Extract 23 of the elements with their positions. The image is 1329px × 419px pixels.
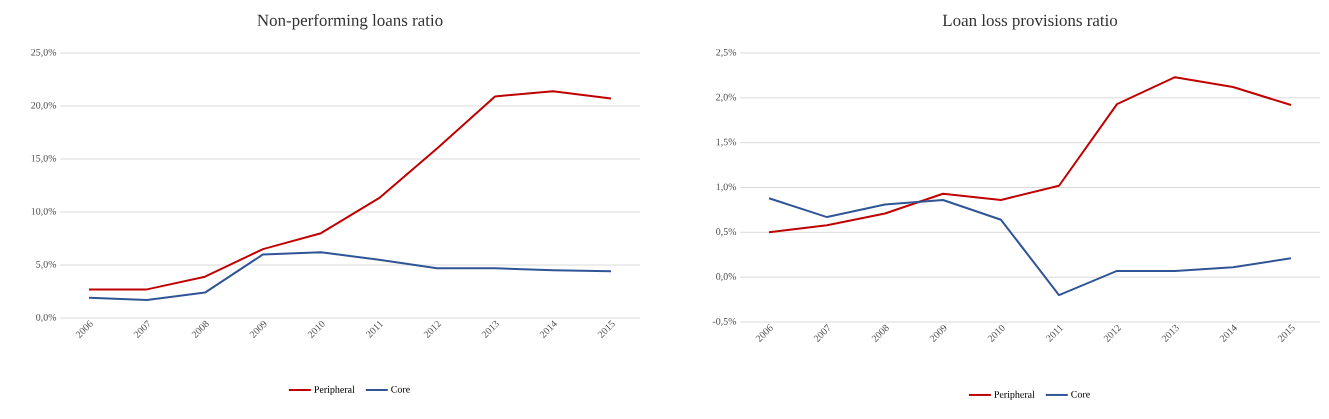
y-tick-label: 10,0% bbox=[31, 207, 57, 217]
line-series bbox=[88, 90, 612, 291]
legend-label: Peripheral bbox=[314, 385, 355, 395]
y-tick-label: 15,0% bbox=[31, 154, 57, 164]
chart-title: Loan loss provisions ratio bbox=[942, 14, 1118, 30]
legend-label: Peripheral bbox=[994, 390, 1035, 400]
line-series bbox=[88, 251, 612, 301]
y-tick-label: 1,0% bbox=[716, 183, 737, 192]
y-tick-label: 25,0% bbox=[31, 48, 57, 58]
y-tick-label: 1,5% bbox=[716, 138, 737, 147]
line-series bbox=[768, 76, 1293, 234]
legend-label: Core bbox=[1071, 390, 1090, 398]
chart-title: Non-performing loans ratio bbox=[257, 13, 443, 30]
legend-label: Core bbox=[391, 385, 410, 393]
y-tick-label: 0,0% bbox=[36, 313, 57, 323]
y-tick-label: 5,0% bbox=[36, 260, 57, 270]
y-tick-label: -0,5% bbox=[712, 317, 737, 327]
y-tick-label: 20,0% bbox=[31, 101, 57, 111]
y-tick-label: 0,5% bbox=[716, 228, 737, 237]
y-tick-label: 0,0% bbox=[716, 273, 737, 282]
y-tick-label: 2,5% bbox=[716, 48, 737, 58]
line-series bbox=[768, 197, 1293, 297]
y-tick-label: 2,0% bbox=[716, 93, 737, 102]
